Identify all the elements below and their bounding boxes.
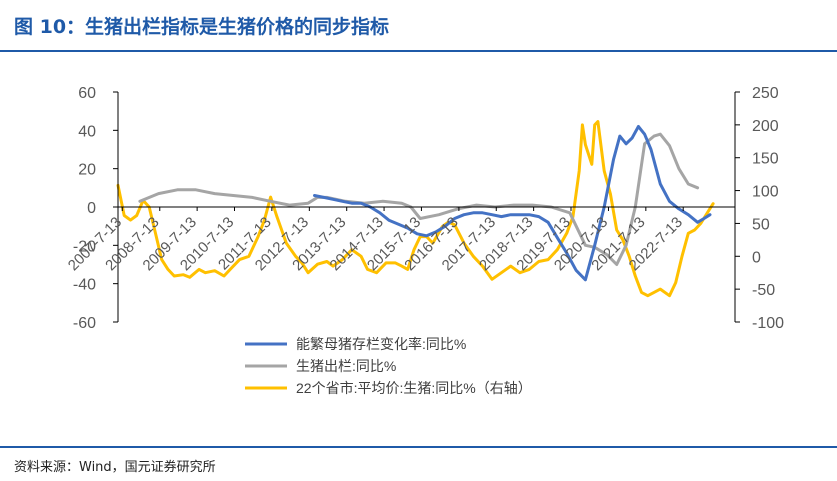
right-axis-tick-label: 150 (752, 151, 779, 168)
right-axis-tick-label: 100 (752, 184, 779, 201)
legend-label-2: 22个省市:平均价:生猪:同比%（右轴） (296, 380, 532, 396)
legend-label-0: 能繁母猪存栏变化率:同比% (296, 336, 466, 352)
left-axis-tick-label: 20 (78, 162, 96, 179)
left-axis-tick-label: 60 (78, 85, 96, 102)
left-axis-tick-label: -60 (73, 315, 96, 332)
figure-title: 图 10：生猪出栏指标是生猪价格的同步指标 (14, 16, 390, 38)
left-axis-tick-label: 0 (87, 200, 96, 217)
right-axis-tick-label: -50 (752, 282, 775, 299)
source-note: 资料来源：Wind，国元证券研究所 (14, 460, 216, 475)
series-line-1 (138, 132, 700, 266)
right-axis-tick-label: 50 (752, 216, 770, 233)
left-axis-tick-label: 40 (78, 123, 96, 140)
title-underline (0, 50, 837, 52)
footer-rule (0, 446, 837, 448)
right-axis-tick-label: 250 (752, 85, 779, 102)
series-line-0 (313, 125, 712, 282)
legend-label-1: 生猪出栏:同比% (296, 358, 396, 374)
left-axis-tick-label: -40 (73, 277, 96, 294)
right-axis-tick-label: 0 (752, 249, 761, 266)
left-axis-tick-label: -20 (73, 238, 96, 255)
chart: -60-40-200204060-100-5005010015020025020… (65, 85, 784, 396)
right-axis-tick-label: -100 (752, 315, 784, 332)
right-axis-tick-label: 200 (752, 118, 779, 135)
